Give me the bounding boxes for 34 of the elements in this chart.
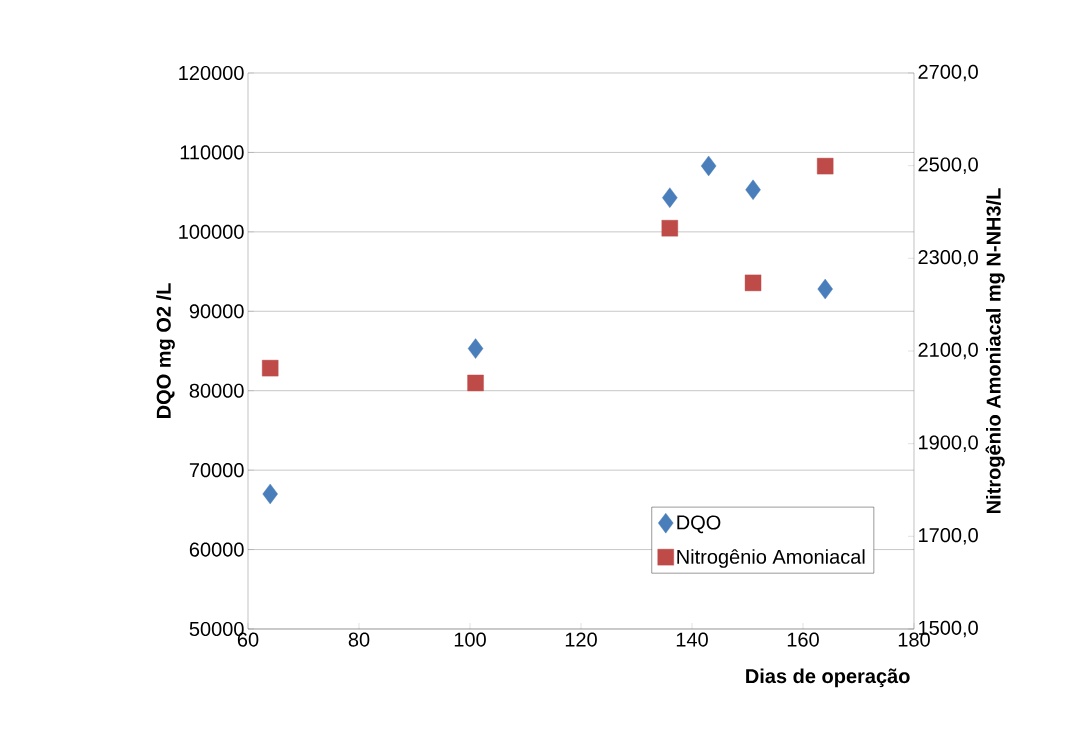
point [700, 155, 717, 177]
point [662, 187, 678, 208]
y2-tick-label: 2500,0 [918, 157, 978, 174]
x-axis-title: Dias de operação [746, 668, 910, 688]
point [745, 179, 761, 200]
y2-tick-label: 1700,0 [919, 528, 978, 545]
x-tick-label: 140 [676, 632, 708, 647]
point [467, 338, 484, 359]
y-axis-title: DQO mg O2 /L [156, 283, 175, 418]
y-tick-label: 60000 [189, 542, 244, 557]
y2-tick-label: 2300,0 [918, 250, 978, 267]
y-tick-label: 120000 [179, 65, 244, 81]
point [661, 220, 678, 237]
x-tick-label: 160 [787, 632, 819, 647]
y-tick-label: 70000 [189, 463, 244, 478]
point [262, 483, 278, 505]
x-tick-label: 80 [348, 632, 370, 647]
x-tick-label: 100 [454, 632, 486, 647]
y2-tick-label: 2100,0 [918, 342, 978, 360]
y2-tick-label: 2700,0 [918, 64, 978, 82]
legend-label: DQO [677, 515, 721, 534]
point [467, 374, 484, 392]
point [262, 359, 279, 377]
y-tick-label: 110000 [180, 145, 244, 160]
point [744, 274, 762, 292]
y-tick-label: 80000 [189, 383, 244, 398]
y2-axis-title: Nitrogênio Amoniacal mg N-NH3/L [985, 188, 1005, 513]
point [817, 157, 834, 175]
legend-label: Nitrogênio Amoniacal [677, 549, 865, 568]
x-tick-label: 120 [565, 632, 597, 647]
y-tick-label: 100000 [179, 224, 244, 239]
point [817, 278, 833, 300]
y2-tick-label: 1900,0 [919, 435, 978, 452]
y-tick-label: 90000 [189, 304, 244, 319]
